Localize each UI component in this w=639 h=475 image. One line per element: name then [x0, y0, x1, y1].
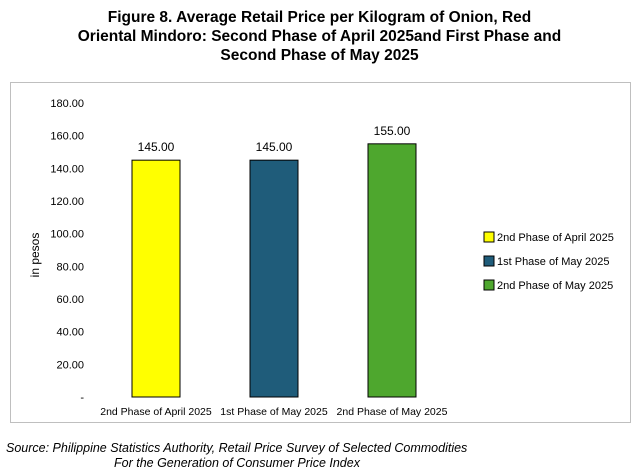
- legend-label: 1st Phase of May 2025: [497, 256, 610, 268]
- legend-swatch: [483, 279, 495, 291]
- chart-title: Figure 8. Average Retail Price per Kilog…: [0, 8, 639, 65]
- y-tick-label: 60.00: [56, 294, 84, 306]
- y-tick-label: 160.00: [50, 131, 84, 143]
- bar: [249, 159, 299, 398]
- x-tick-label: 2nd Phase of May 2025: [337, 406, 448, 418]
- source-line-2: For the Generation of Consumer Price Ind…: [114, 456, 360, 470]
- y-tick-label: -: [80, 392, 84, 404]
- title-line-3: Second Phase of May 2025: [220, 47, 419, 64]
- source-line-1: Source: Philippine Statistics Authority,…: [6, 441, 468, 455]
- y-tick-label: 100.00: [50, 229, 84, 241]
- legend-label: 2nd Phase of May 2025: [497, 280, 613, 292]
- bar: [131, 159, 181, 398]
- y-tick-label: 80.00: [56, 261, 84, 273]
- y-tick-label: 140.00: [50, 163, 84, 175]
- title-line-2: Oriental Mindoro: Second Phase of April …: [77, 28, 562, 45]
- legend-label: 2nd Phase of April 2025: [497, 232, 614, 244]
- x-tick-label: 2nd Phase of April 2025: [100, 406, 212, 418]
- bar-value-label: 145.00: [256, 140, 293, 154]
- y-tick-label: 20.00: [56, 359, 84, 371]
- y-tick-label: 180.00: [50, 98, 84, 110]
- title-line-1: Figure 8. Average Retail Price per Kilog…: [107, 9, 532, 26]
- legend-swatch: [483, 231, 495, 243]
- y-tick-label: 120.00: [50, 196, 84, 208]
- legend-swatch: [483, 255, 495, 267]
- chart-frame: [10, 82, 631, 423]
- bar-value-label: 155.00: [374, 124, 411, 138]
- y-tick-label: 40.00: [56, 327, 84, 339]
- bar-value-label: 145.00: [138, 140, 175, 154]
- y-axis-label: in pesos: [28, 233, 42, 278]
- x-tick-label: 1st Phase of May 2025: [220, 406, 328, 418]
- source-note: Source: Philippine Statistics Authority,…: [6, 441, 636, 471]
- bar: [367, 143, 417, 398]
